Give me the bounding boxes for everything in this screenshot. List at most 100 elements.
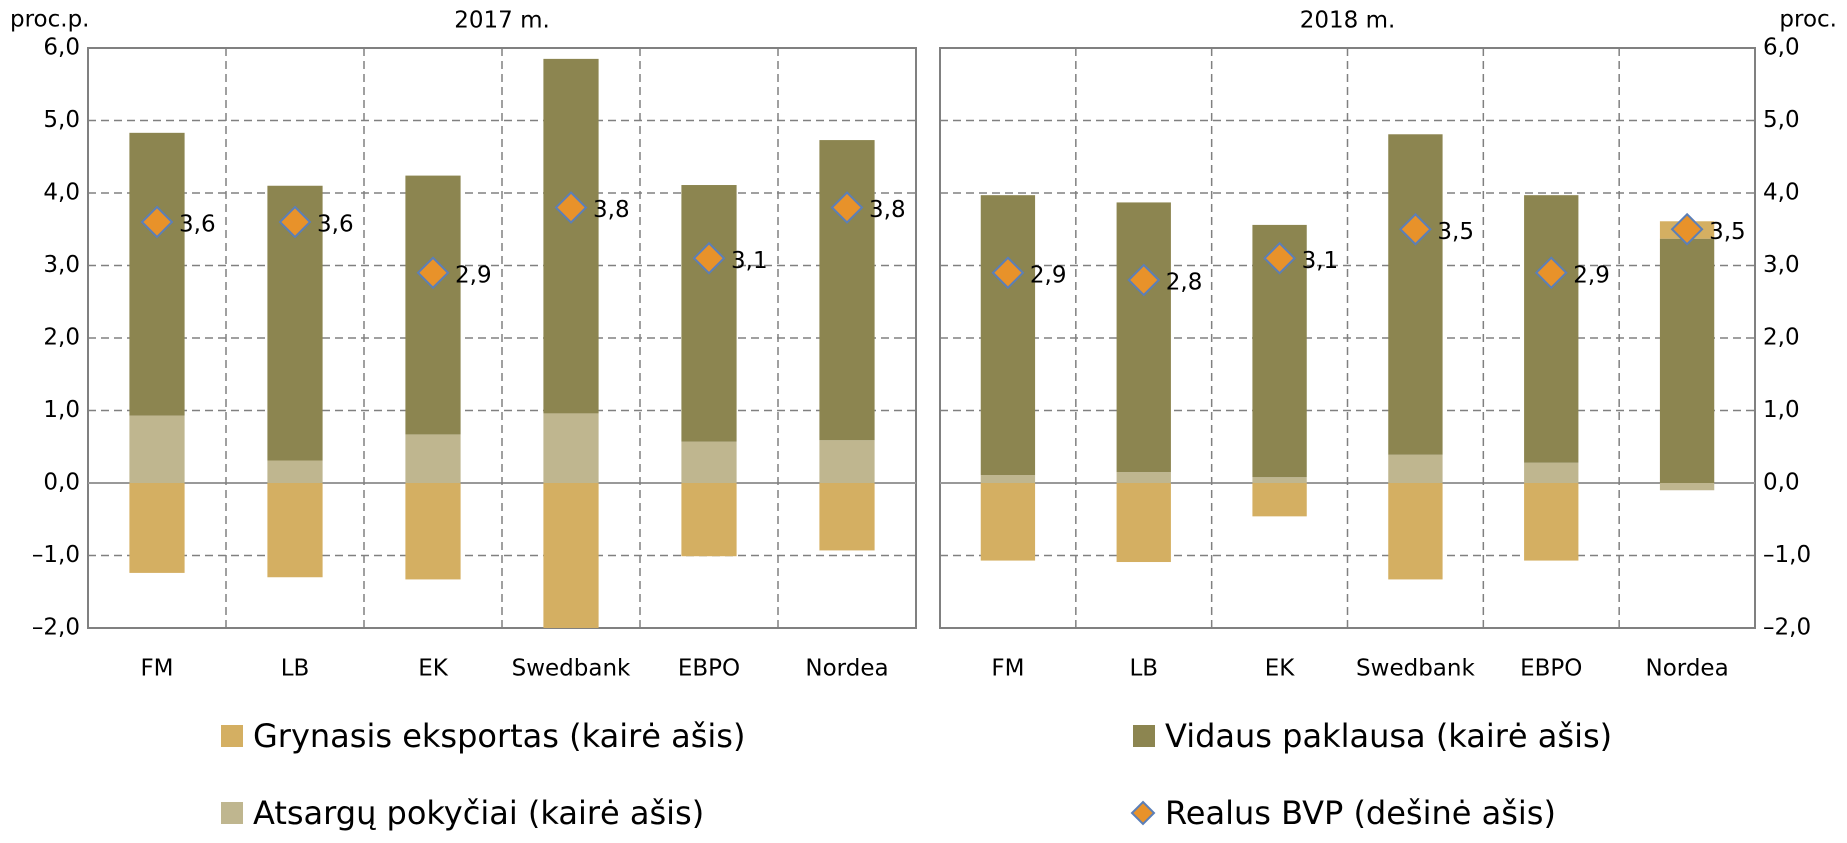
bar-segment <box>1252 477 1307 483</box>
bar-segment <box>1659 238 1715 483</box>
bar-segment <box>405 175 461 435</box>
bar-segment <box>543 483 599 628</box>
diamond-marker <box>692 241 726 275</box>
diamond-marker <box>1534 256 1568 290</box>
tick-label: 6,0 <box>43 35 80 61</box>
bar-segment <box>980 475 1036 483</box>
bar-segment <box>980 483 1036 561</box>
legend-label: Realus BVP (dešinė ašis) <box>1165 794 1556 832</box>
data-label: 3,6 <box>179 212 216 238</box>
bar-segment <box>1524 483 1579 561</box>
bar-segment <box>1388 483 1443 580</box>
tick-label: 1,0 <box>43 397 80 423</box>
x-tick-label: LB <box>281 656 310 682</box>
x-tick-label: FM <box>991 656 1024 682</box>
tick-label: 2,0 <box>43 325 80 351</box>
legend-label: Atsargų pokyčiai (kairė ašis) <box>253 794 704 832</box>
legend-symbol <box>1133 725 1155 747</box>
legend-symbol <box>1130 800 1156 826</box>
diamond-marker <box>1670 212 1704 246</box>
x-tick-label: EBPO <box>1520 656 1582 682</box>
bar-segment <box>267 460 323 483</box>
diamond-marker <box>278 205 312 239</box>
y-axis-label: proc.p. <box>10 7 90 33</box>
bar-segment <box>819 140 875 441</box>
x-tick-label: EBPO <box>678 656 740 682</box>
tick-label: 0,0 <box>1763 470 1800 496</box>
data-label: 3,6 <box>317 212 354 238</box>
x-tick-label: Swedbank <box>512 656 631 682</box>
bar-segment <box>1659 483 1715 491</box>
panel-title: 2018 m. <box>1300 8 1396 34</box>
bar-segment <box>1524 462 1579 483</box>
bar-segment <box>980 195 1036 476</box>
x-tick-label: Swedbank <box>1356 656 1475 682</box>
data-label: 2,9 <box>1573 262 1610 288</box>
tick-label: 4,0 <box>1763 180 1800 206</box>
diamond-marker <box>416 256 450 290</box>
tick-label: 3,0 <box>1763 252 1800 278</box>
tick-label: 1,0 <box>1763 397 1800 423</box>
data-label: 2,9 <box>1030 262 1067 288</box>
bar-segment <box>681 441 737 483</box>
tick-label: 3,0 <box>43 252 80 278</box>
tick-label: –1,0 <box>32 542 80 568</box>
diamond-marker <box>830 191 864 224</box>
diamond-marker <box>554 191 588 224</box>
bar-segment <box>1116 472 1171 483</box>
x-tick-label: LB <box>1129 656 1158 682</box>
x-tick-label: Nordea <box>1645 656 1728 682</box>
tick-label: 6,0 <box>1763 35 1800 61</box>
tick-label: 5,0 <box>43 107 80 133</box>
panel-title: 2017 m. <box>454 8 550 34</box>
tick-label: –2,0 <box>1763 615 1811 641</box>
bar-segment <box>819 440 875 483</box>
diamond-marker <box>991 256 1025 290</box>
x-tick-label: EK <box>418 656 449 682</box>
bar-segment <box>1388 134 1443 455</box>
bar-segment <box>1116 202 1171 473</box>
tick-label: 5,0 <box>1763 107 1800 133</box>
data-label: 2,8 <box>1166 270 1203 296</box>
bar-segment <box>1524 195 1579 463</box>
data-label: 2,9 <box>455 262 492 288</box>
diamond-marker <box>1263 241 1296 275</box>
tick-label: 0,0 <box>43 470 80 496</box>
data-label: 3,8 <box>869 197 906 223</box>
x-tick-label: FM <box>140 656 173 682</box>
data-label: 3,5 <box>1437 219 1474 245</box>
x-tick-label: EK <box>1265 656 1296 682</box>
tick-label: 2,0 <box>1763 325 1800 351</box>
data-label: 3,8 <box>593 197 630 223</box>
legend-label: Vidaus paklausa (kairė ašis) <box>1165 717 1612 755</box>
bar-segment <box>129 483 185 573</box>
bar-segment <box>543 58 599 414</box>
data-label: 3,1 <box>731 248 768 274</box>
legend-symbol <box>221 725 243 747</box>
bar-segment <box>681 185 737 442</box>
bar-segment <box>1116 483 1171 563</box>
x-tick-label: Nordea <box>805 656 888 682</box>
tick-label: –2,0 <box>32 615 80 641</box>
bar-segment <box>405 434 461 483</box>
bar-segment <box>129 415 185 483</box>
bar-segment <box>129 132 185 416</box>
diamond-marker <box>140 205 174 239</box>
legend-label: Grynasis eksportas (kairė ašis) <box>253 717 745 755</box>
y2-axis-label: proc. <box>1779 7 1837 33</box>
bar-segment <box>267 483 323 578</box>
bar-segment <box>543 413 599 483</box>
bar-segment <box>405 483 461 580</box>
data-label: 3,5 <box>1709 219 1746 245</box>
tick-label: 4,0 <box>43 180 80 206</box>
diamond-marker <box>1127 263 1161 297</box>
bar-segment <box>1252 483 1307 517</box>
bar-segment <box>819 483 875 551</box>
bar-segment <box>1388 454 1443 483</box>
tick-label: –1,0 <box>1763 542 1811 568</box>
data-label: 3,1 <box>1302 248 1339 274</box>
diamond-marker <box>1399 212 1432 246</box>
legend-symbol <box>221 802 243 824</box>
bar-segment <box>681 483 737 557</box>
